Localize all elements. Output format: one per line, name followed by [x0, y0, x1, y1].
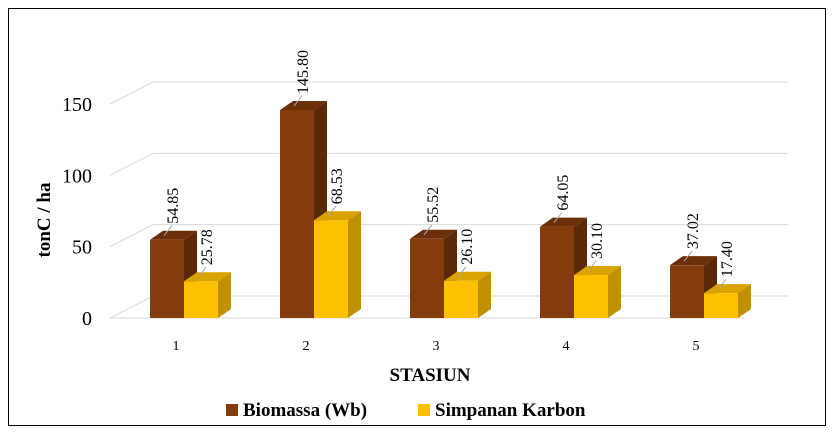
bar-side — [348, 211, 361, 318]
x-axis-ticks: 1 2 3 4 5 — [173, 339, 700, 354]
data-label: 37.02 — [685, 213, 702, 249]
bar-front — [314, 220, 348, 318]
bar-side — [478, 271, 491, 318]
gridline — [109, 152, 788, 176]
y-tick-label: 150 — [62, 94, 92, 116]
gridline — [109, 81, 788, 105]
data-label: 17.40 — [719, 241, 736, 277]
data-label: 25.78 — [199, 229, 216, 265]
bar-front — [704, 293, 738, 318]
data-label-leader — [587, 260, 597, 272]
x-tick-label: 2 — [303, 339, 310, 354]
bar — [704, 284, 751, 318]
data-label: 64.05 — [555, 175, 572, 211]
data-label-leader — [423, 224, 433, 236]
chart-frame — [8, 8, 826, 426]
legend-label: Biomassa (Wb) — [243, 400, 367, 421]
data-label: 30.10 — [589, 223, 606, 259]
data-label-leader — [163, 225, 173, 237]
legend-item: Simpanan Karbon — [418, 400, 586, 421]
bar-top — [280, 100, 327, 110]
x-tick-label: 4 — [563, 339, 570, 354]
y-axis-ticks: 0 50 100 150 — [62, 94, 92, 330]
bar-top — [574, 266, 621, 276]
bar-top — [314, 211, 361, 221]
bar-top — [704, 284, 751, 294]
bar-top — [444, 271, 491, 281]
legend-swatch — [226, 404, 238, 416]
bar — [314, 211, 361, 318]
y-tick-label: 100 — [62, 165, 92, 187]
bar-top — [540, 217, 587, 227]
legend-label: Simpanan Karbon — [435, 400, 586, 421]
y-tick-label: 0 — [82, 308, 92, 330]
bar-front — [574, 275, 608, 318]
bar-front — [410, 238, 444, 318]
data-label-leader — [293, 95, 303, 107]
bar-side — [218, 272, 231, 318]
x-axis-title: STASIUN — [390, 365, 471, 386]
data-label: 54.85 — [165, 188, 182, 224]
bar-top — [184, 272, 231, 282]
data-labels: 54.85 25.78 145.80 68.53 55.52 26.10 64.05 30.1… — [163, 50, 736, 290]
data-label-leader — [327, 205, 337, 217]
bar-front — [280, 109, 314, 318]
y-axis-title: tonC / ha — [34, 182, 55, 257]
bar-front — [444, 280, 478, 318]
legend-swatch — [418, 404, 430, 416]
x-tick-label: 1 — [173, 339, 180, 354]
data-label-leader — [197, 266, 207, 278]
bar — [444, 271, 491, 318]
data-label: 68.53 — [329, 168, 346, 204]
bar — [574, 266, 621, 318]
bar-side — [608, 266, 621, 318]
data-label-leader — [683, 250, 693, 262]
bar-front — [670, 265, 704, 318]
data-label-leader — [717, 278, 727, 290]
bar-top — [150, 230, 197, 240]
bars — [150, 100, 751, 318]
data-label: 55.52 — [425, 187, 442, 223]
x-tick-label: 5 — [693, 339, 700, 354]
legend: Biomassa (Wb) Simpanan Karbon — [226, 400, 586, 421]
bar-side — [738, 284, 751, 318]
bar-top — [410, 229, 457, 239]
bar — [150, 230, 197, 318]
bar-front — [184, 281, 218, 318]
bar — [184, 272, 231, 318]
bar-front — [150, 239, 184, 318]
bar-front — [540, 226, 574, 318]
x-tick-label: 3 — [433, 339, 440, 354]
y-tick-label: 50 — [72, 237, 92, 259]
legend-item: Biomassa (Wb) — [226, 400, 367, 421]
data-label-leader — [553, 212, 563, 223]
bar-top — [670, 256, 717, 266]
data-label: 145.80 — [295, 50, 312, 94]
data-label-leader — [457, 266, 467, 278]
data-label: 26.10 — [459, 229, 476, 265]
